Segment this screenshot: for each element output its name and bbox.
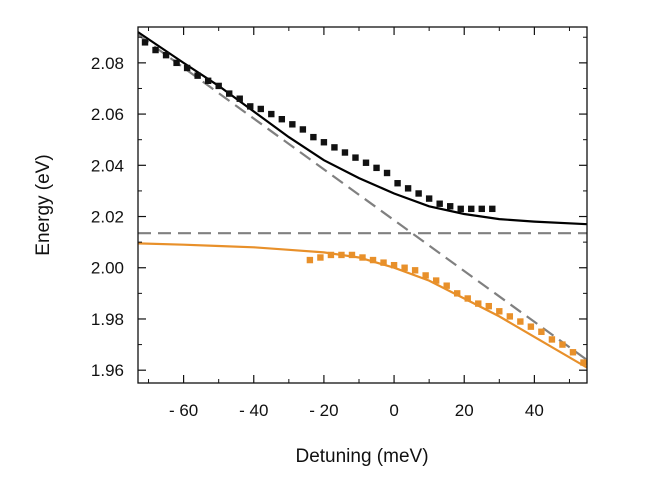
data-point	[464, 295, 471, 302]
data-point	[306, 256, 314, 264]
data-point	[432, 277, 440, 284]
data-point	[215, 82, 222, 90]
data-point	[411, 267, 419, 274]
data-point	[422, 272, 429, 279]
data-point	[373, 164, 380, 172]
y-tick-label: 2.02	[91, 208, 124, 227]
y-tick-label: 1.96	[91, 361, 124, 380]
data-point	[204, 77, 212, 84]
reference-line-diagonal	[138, 33, 587, 361]
data-point	[331, 144, 338, 151]
data-point	[601, 364, 607, 370]
data-point	[485, 302, 492, 310]
reference-lines	[138, 33, 587, 361]
x-tick-label: 40	[525, 401, 544, 420]
data-point	[475, 300, 482, 307]
fit-curve-2	[138, 242, 587, 369]
y-axis-title: Energy (eV)	[33, 154, 54, 255]
data-point	[362, 159, 370, 166]
data-point	[415, 190, 422, 197]
x-tick-label: 0	[389, 401, 398, 420]
data-point	[446, 203, 454, 210]
data-point	[183, 64, 191, 72]
data-point	[278, 116, 286, 123]
data-point	[289, 121, 296, 128]
data-point	[341, 149, 349, 156]
data-point	[310, 133, 317, 141]
data-point	[457, 205, 464, 213]
data-point	[517, 318, 524, 325]
data-point	[580, 359, 587, 366]
data-point	[338, 251, 345, 259]
data-point	[141, 39, 149, 46]
data-point	[527, 323, 535, 330]
data-point	[468, 205, 475, 213]
data-point	[348, 251, 356, 259]
data-point	[404, 185, 412, 192]
y-tick-label: 1.98	[91, 310, 124, 329]
x-tick-label: 20	[455, 401, 474, 420]
data-point	[559, 341, 566, 348]
y-tick-label: 2.08	[91, 54, 124, 73]
data-point	[538, 328, 545, 335]
tick-labels: - 60 - 40 - 20 0 20 40 1.96 1.98 2.00 2.02 2.04 2.0…	[91, 54, 544, 420]
data-point	[317, 254, 324, 261]
x-tick-label: - 20	[309, 401, 338, 420]
data-point	[268, 110, 275, 118]
data-point	[236, 95, 243, 102]
data-point	[380, 259, 387, 266]
data-point	[194, 72, 201, 79]
data-point	[162, 51, 170, 59]
data-point	[320, 139, 328, 146]
data-point	[506, 313, 514, 320]
data-markers	[141, 39, 618, 370]
data-point	[496, 308, 503, 315]
x-tick-label: - 40	[239, 401, 268, 420]
data-point	[247, 103, 254, 110]
data-point	[369, 256, 377, 264]
y-tick-label: 2.06	[91, 105, 124, 124]
data-point	[443, 282, 450, 289]
data-point	[383, 169, 391, 177]
data-point	[478, 205, 485, 213]
x-tick-label: - 60	[169, 401, 198, 420]
data-point	[489, 205, 496, 213]
data-point	[226, 90, 233, 97]
axis-ticks	[138, 27, 587, 383]
data-point	[152, 46, 159, 54]
data-point	[436, 200, 443, 207]
fit-curve-0	[138, 31, 587, 226]
data-point	[569, 349, 577, 356]
data-point	[257, 105, 264, 113]
data-point	[548, 336, 556, 343]
data-point	[454, 290, 461, 297]
plot-frame	[137, 26, 588, 384]
data-point	[401, 264, 408, 271]
data-point	[352, 154, 359, 161]
x-axis-title: Detuning (meV)	[295, 446, 428, 467]
data-point	[299, 126, 307, 133]
data-point	[591, 364, 597, 370]
data-point	[173, 59, 180, 67]
y-tick-label: 2.00	[91, 259, 124, 278]
data-point	[612, 364, 618, 370]
y-tick-label: 2.04	[91, 156, 124, 175]
data-point	[359, 254, 366, 261]
data-point	[390, 261, 398, 269]
data-point	[327, 251, 335, 259]
data-point	[394, 180, 401, 187]
data-point	[425, 195, 433, 202]
